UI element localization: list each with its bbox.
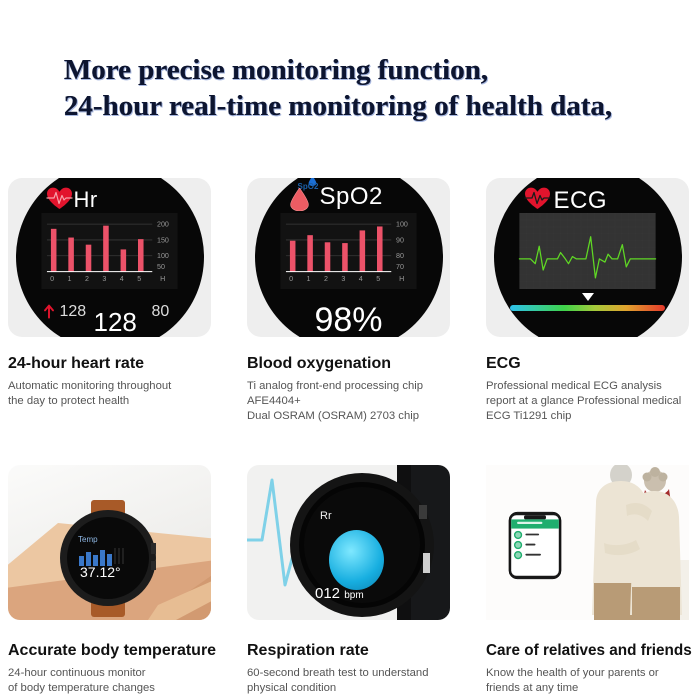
svg-text:50: 50 <box>157 263 165 271</box>
svg-text:0: 0 <box>289 275 293 283</box>
svg-text:2: 2 <box>84 275 88 283</box>
svg-text:0: 0 <box>50 275 54 283</box>
svg-text:H: H <box>160 275 165 283</box>
svg-text:70: 70 <box>396 263 404 271</box>
svg-text:90: 90 <box>396 236 404 244</box>
svg-text:5: 5 <box>137 275 141 283</box>
svg-text:80: 80 <box>396 252 404 260</box>
svg-text:2: 2 <box>323 275 327 283</box>
svg-text:100: 100 <box>157 252 169 260</box>
svg-text:1: 1 <box>67 275 71 283</box>
svg-text:4: 4 <box>358 275 362 283</box>
svg-text:4: 4 <box>119 275 123 283</box>
svg-text:100: 100 <box>396 220 408 228</box>
svg-text:H: H <box>399 275 404 283</box>
svg-text:3: 3 <box>341 275 345 283</box>
svg-text:3: 3 <box>102 275 106 283</box>
svg-text:200: 200 <box>157 220 169 228</box>
svg-text:5: 5 <box>376 275 380 283</box>
svg-text:150: 150 <box>157 236 169 244</box>
svg-text:1: 1 <box>306 275 310 283</box>
